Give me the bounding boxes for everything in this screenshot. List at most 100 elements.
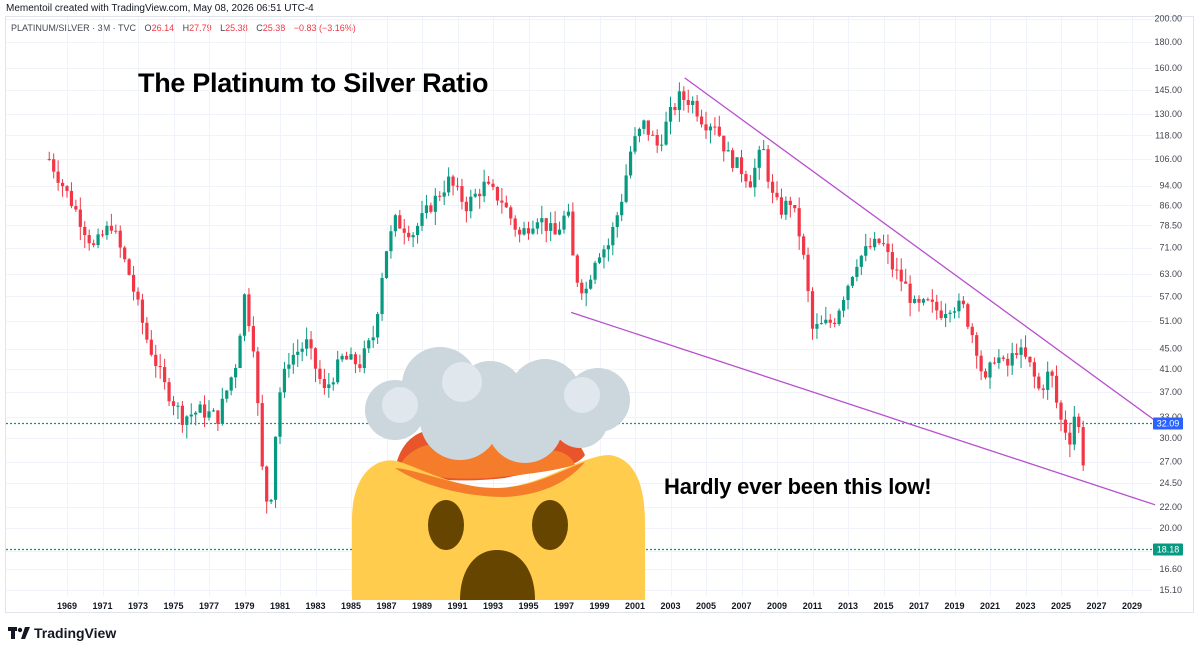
candle-body <box>677 91 681 111</box>
candle-body <box>123 247 127 260</box>
candle-body <box>1028 356 1032 363</box>
candle-body <box>526 228 531 234</box>
y-tick-label: 118.00 <box>1155 130 1182 140</box>
x-tick-label: 1979 <box>234 601 254 611</box>
candle-body <box>930 299 934 302</box>
candle-body <box>509 207 513 219</box>
candle-body <box>535 222 539 229</box>
candle-body <box>504 202 508 208</box>
candle-body <box>234 368 238 378</box>
y-tick-label: 63.00 <box>1159 269 1182 279</box>
y-tick-label: 200.00 <box>1154 14 1182 24</box>
x-tick-label: 1981 <box>270 601 290 611</box>
chart-title: The Platinum to Silver Ratio <box>138 68 489 98</box>
trendline <box>684 77 1156 422</box>
candle-body <box>127 259 131 275</box>
candle-body <box>194 412 198 415</box>
candle-body <box>163 367 167 383</box>
candle-body <box>225 390 229 399</box>
chart-frame <box>5 16 1194 613</box>
candles <box>47 82 1085 514</box>
y-tick-label: 45.00 <box>1159 344 1182 354</box>
candle-body <box>975 335 979 356</box>
candle-body <box>296 351 300 355</box>
time-axis: 1969 1971 1973 1975 1977 1979 1981 1983 1985 1987… <box>57 601 1142 611</box>
candle-body <box>189 414 193 417</box>
candle-body <box>762 149 766 151</box>
y-tick-label: 180.00 <box>1154 37 1182 47</box>
candle-body <box>1032 362 1036 377</box>
candle-body <box>96 234 100 246</box>
candle-body <box>411 235 415 238</box>
candle-body <box>74 206 78 210</box>
candle-body <box>921 299 926 303</box>
candle-body <box>890 252 894 270</box>
candle-body <box>735 157 739 168</box>
candle-body <box>717 126 721 136</box>
candle-body <box>549 223 553 231</box>
candle-body <box>305 339 309 349</box>
candle-body <box>753 167 757 188</box>
x-tick-label: 2021 <box>980 601 1000 611</box>
x-tick-label: 1995 <box>518 601 538 611</box>
candle-body <box>273 436 278 500</box>
x-tick-label: 2007 <box>731 601 751 611</box>
candle-body <box>291 354 295 365</box>
candle-body <box>1019 347 1023 355</box>
candle-body <box>699 116 704 125</box>
candle-body <box>78 209 82 227</box>
candle-body <box>1059 402 1063 420</box>
emoji-left-eye <box>428 500 464 550</box>
candle-body <box>56 171 60 183</box>
x-tick-label: 2017 <box>909 601 929 611</box>
candle-body <box>340 355 344 360</box>
candle-body <box>788 200 792 205</box>
price-tag <box>1153 543 1183 556</box>
candle-body <box>1046 371 1050 390</box>
candle-body <box>469 196 473 212</box>
candle-body <box>908 283 912 303</box>
candle-body <box>207 411 211 418</box>
ohlc-low-value: 25.38 <box>225 23 248 33</box>
candle-body <box>1072 416 1076 445</box>
y-tick-label: 130.00 <box>1154 109 1182 119</box>
tradingview-brand[interactable]: TradingView <box>8 625 116 641</box>
x-tick-label: 2013 <box>838 601 858 611</box>
y-tick-label: 78.50 <box>1159 220 1182 230</box>
candle-body <box>948 312 952 315</box>
candle-body <box>371 337 375 341</box>
candle-body <box>642 120 646 129</box>
candle-body <box>988 362 992 378</box>
x-tick-label: 1989 <box>412 601 432 611</box>
candle-body <box>824 319 828 324</box>
candle-body <box>495 186 500 201</box>
candle-body <box>864 246 868 256</box>
candle-body <box>398 215 402 229</box>
candle-body <box>420 213 424 226</box>
candle-body <box>859 255 863 267</box>
candle-body <box>722 135 726 152</box>
candle-body <box>841 300 846 311</box>
candle-body <box>211 410 216 412</box>
x-tick-label: 2019 <box>944 601 964 611</box>
candle-body <box>912 298 917 303</box>
candle-body <box>997 357 1001 364</box>
candle-body <box>531 228 535 234</box>
candle-body <box>961 300 965 305</box>
candle-body <box>868 246 872 248</box>
candle-body <box>384 251 389 278</box>
ohlc-high-key: H <box>182 23 190 33</box>
candle-body <box>944 314 948 319</box>
x-tick-label: 1985 <box>341 601 361 611</box>
ohlc-high-value: 27.79 <box>189 23 212 33</box>
candle-body <box>69 190 74 207</box>
shocked-emoji-icon <box>352 347 645 600</box>
candle-body <box>238 335 242 369</box>
candle-body <box>624 175 628 202</box>
y-tick-label: 71.00 <box>1159 243 1182 253</box>
candle-body <box>540 218 544 223</box>
candle-body <box>748 181 752 188</box>
candle-body <box>358 364 362 368</box>
candle-body <box>145 322 149 340</box>
